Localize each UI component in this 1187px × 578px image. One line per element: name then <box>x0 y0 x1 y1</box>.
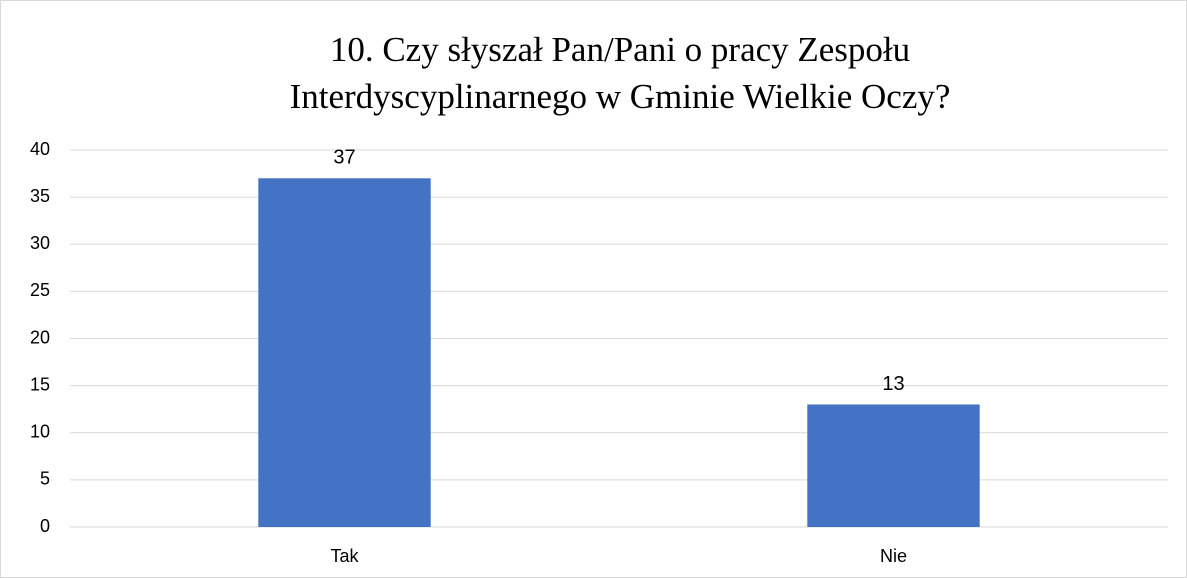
y-tick-label: 10 <box>30 422 50 442</box>
x-tick-label: Nie <box>880 546 907 566</box>
y-tick-label: 40 <box>30 139 50 159</box>
y-tick-label: 20 <box>30 327 50 347</box>
chart-title: Interdyscyplinarnego w Gminie Wielkie Oc… <box>290 77 951 116</box>
data-label: 13 <box>882 373 904 395</box>
bar <box>258 178 431 527</box>
y-tick-label: 5 <box>40 469 50 489</box>
y-tick-label: 15 <box>30 374 50 394</box>
y-tick-label: 25 <box>30 280 50 300</box>
data-label: 37 <box>333 147 355 169</box>
bar <box>807 404 980 527</box>
y-tick-label: 0 <box>40 516 50 536</box>
chart-title: 10. Czy słyszał Pan/Pani o pracy Zespołu <box>330 30 910 69</box>
y-tick-label: 30 <box>30 233 50 253</box>
x-tick-label: Tak <box>330 546 359 566</box>
y-tick-label: 35 <box>30 186 50 206</box>
